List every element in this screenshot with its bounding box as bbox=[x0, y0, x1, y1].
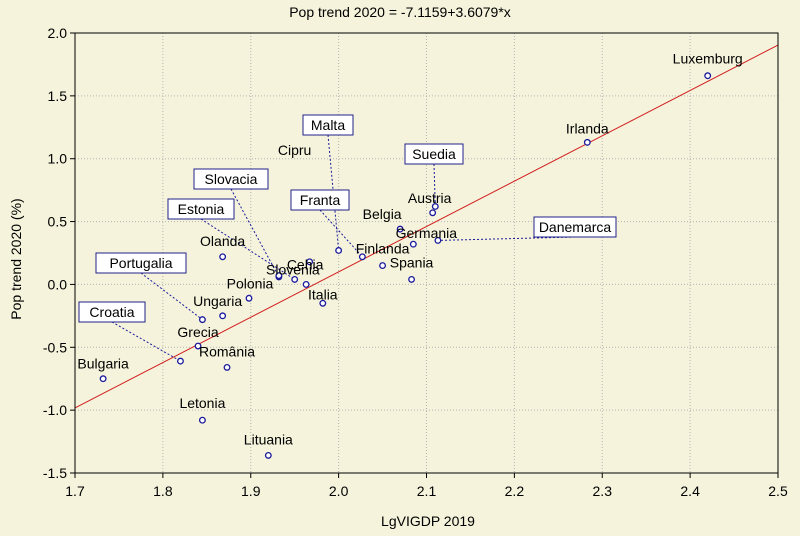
leader-line-danemarca bbox=[437, 236, 576, 241]
data-point-spania bbox=[408, 275, 416, 283]
leader-line-estonia bbox=[200, 218, 295, 280]
label-box-franta bbox=[290, 189, 350, 211]
point-label-finlanda: Finlanda bbox=[356, 241, 410, 257]
point-labels: Luxemburg Irlanda Malta Suedia Austria Cipru S… bbox=[77, 51, 742, 448]
data-point-bulgaria bbox=[99, 375, 107, 383]
point-label-ungaria: Ungaria bbox=[193, 293, 242, 309]
point-label-spania: Spania bbox=[390, 254, 434, 270]
y-axis-label: Pop trend 2020 (%) bbox=[8, 198, 24, 319]
label-box-suedia bbox=[404, 143, 464, 165]
point-label-slovenia: Slovenia bbox=[266, 262, 320, 278]
chart-title: Pop trend 2020 = -7.1159+3.6079*x bbox=[289, 4, 511, 20]
data-point-olanda bbox=[219, 253, 227, 261]
point-label-rom-nia: România bbox=[199, 343, 255, 359]
x-tick-label: 2.2 bbox=[505, 483, 525, 499]
point-label-irlanda: Irlanda bbox=[566, 120, 609, 136]
x-axis-label: LgVIGDP 2019 bbox=[381, 513, 475, 529]
y-tick-label: 1.5 bbox=[48, 88, 68, 104]
point-label-danemarca: Danemarca bbox=[539, 219, 612, 235]
leader-line-croatia bbox=[111, 321, 181, 362]
data-point-irlanda bbox=[583, 138, 591, 146]
x-tick-label: 2.1 bbox=[417, 483, 437, 499]
x-tick-label: 2.0 bbox=[329, 483, 349, 499]
data-point-lituania bbox=[264, 451, 272, 459]
regression-line-group bbox=[74, 44, 779, 409]
point-label-portugalia: Portugalia bbox=[109, 255, 172, 271]
leader-line-slovacia bbox=[230, 188, 280, 278]
regression-line bbox=[74, 44, 779, 409]
point-label-grecia: Grecia bbox=[177, 324, 218, 340]
x-tick-label: 1.9 bbox=[241, 483, 261, 499]
x-tick-label: 1.8 bbox=[153, 483, 173, 499]
data-point-polonia bbox=[245, 294, 253, 302]
y-tick-label: 1.0 bbox=[48, 151, 68, 167]
point-label-malta: Malta bbox=[311, 117, 345, 133]
leader-line-franta bbox=[319, 209, 363, 258]
y-tick-label: 2.0 bbox=[48, 25, 68, 41]
x-tick-label: 2.4 bbox=[680, 483, 700, 499]
x-tick-label: 1.7 bbox=[65, 483, 85, 499]
data-point-malta bbox=[335, 247, 343, 254]
data-point-letonia bbox=[198, 416, 206, 424]
label-leader-lines bbox=[111, 134, 576, 362]
y-tick-label: 0.0 bbox=[48, 276, 68, 292]
data-points bbox=[99, 72, 712, 459]
label-box-slovacia bbox=[193, 168, 269, 190]
label-box-estonia bbox=[167, 198, 235, 220]
grid-lines bbox=[75, 33, 778, 473]
data-point-danemarca bbox=[434, 236, 442, 244]
y-tick-label: -1.5 bbox=[43, 465, 67, 481]
y-tick-label: -1.0 bbox=[43, 402, 67, 418]
data-point-austria bbox=[429, 209, 437, 217]
label-box-malta bbox=[302, 114, 354, 136]
leader-line-portugalia bbox=[140, 272, 203, 321]
data-point-germania bbox=[409, 240, 417, 248]
label-box-danemarca bbox=[533, 216, 617, 238]
point-label-suedia: Suedia bbox=[412, 146, 456, 162]
data-point-italia bbox=[319, 299, 327, 307]
data-point-cipru bbox=[306, 258, 314, 266]
point-label-germania: Germania bbox=[396, 225, 458, 241]
data-point-slovenia bbox=[275, 272, 283, 280]
data-point-belgia bbox=[396, 225, 404, 233]
data-point-luxemburg bbox=[704, 72, 712, 80]
label-box-portugalia bbox=[95, 252, 187, 274]
x-tick-label: 2.3 bbox=[593, 483, 613, 499]
point-label-italia: Italia bbox=[308, 286, 338, 302]
point-label-belgia: Belgia bbox=[363, 206, 402, 222]
point-label-bulgaria: Bulgaria bbox=[77, 356, 129, 372]
point-label-cehia: Cehia bbox=[287, 256, 324, 272]
data-point-suedia bbox=[431, 203, 439, 210]
point-label-franta: Franta bbox=[300, 192, 341, 208]
data-point-estonia bbox=[291, 275, 299, 283]
point-label-croatia: Croatia bbox=[89, 304, 134, 320]
point-label-polonia: Polonia bbox=[227, 275, 274, 291]
point-label-lituania: Lituania bbox=[244, 431, 293, 447]
data-point-ungaria bbox=[219, 312, 227, 320]
point-label-olanda: Olanda bbox=[200, 233, 245, 249]
axis-ticks: 1.7 1.8 1.9 2.0 2.1 2.2 2.3 2.4 2.5 -1.5 -1.0 -0.5 0… bbox=[43, 25, 788, 499]
point-label-estonia: Estonia bbox=[178, 201, 225, 217]
point-label-letonia: Letonia bbox=[179, 395, 225, 411]
point-label-austria: Austria bbox=[408, 190, 452, 206]
point-label-cipru: Cipru bbox=[278, 142, 311, 158]
point-label-luxemburg: Luxemburg bbox=[673, 51, 743, 67]
data-point-cehia bbox=[302, 280, 310, 288]
y-tick-label: -0.5 bbox=[43, 339, 67, 355]
data-point-rom-nia bbox=[223, 363, 231, 371]
y-tick-label: 0.5 bbox=[48, 214, 68, 230]
data-point-finlanda bbox=[379, 262, 387, 270]
data-point-franta bbox=[358, 253, 366, 261]
x-tick-label: 2.5 bbox=[768, 483, 788, 499]
data-point-grecia bbox=[194, 342, 202, 350]
data-point-portugalia bbox=[198, 316, 206, 324]
data-point-croatia bbox=[176, 357, 184, 365]
leader-line-suedia bbox=[433, 163, 436, 207]
label-box-croatia bbox=[78, 301, 146, 323]
point-label-slovacia: Slovacia bbox=[205, 171, 258, 187]
